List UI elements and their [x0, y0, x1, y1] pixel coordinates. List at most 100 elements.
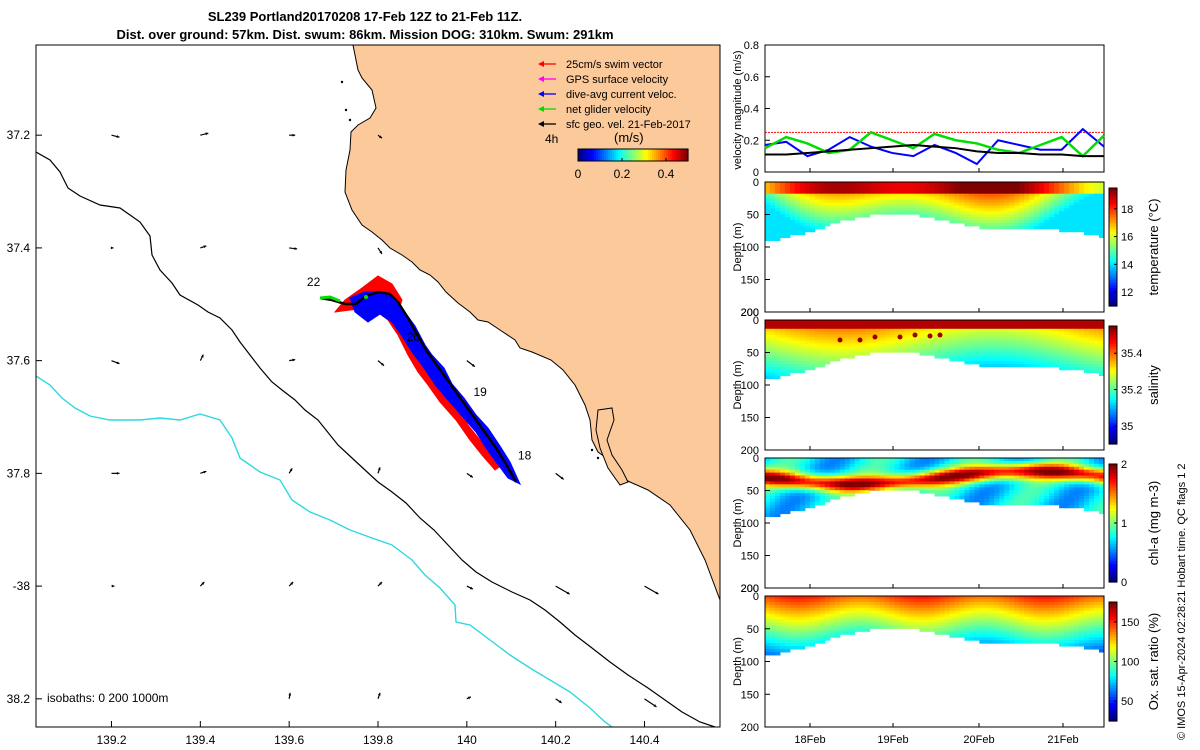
- oxygen-section-cell: [809, 616, 816, 621]
- temperature-section-cell: [929, 214, 935, 218]
- chla-section-cell: [1094, 501, 1100, 506]
- salinity-section-cell: [964, 349, 970, 353]
- temperature-section-cell: [1044, 205, 1050, 209]
- salinity-section-cell: [809, 346, 816, 350]
- chla-section-cell: [919, 458, 926, 462]
- salinity-section-cell: [804, 337, 811, 341]
- oxygen-section-cell: [894, 604, 901, 609]
- oxygen-section-cell: [979, 607, 985, 612]
- salinity-section-cell: [1034, 352, 1040, 356]
- temperature-section-cell: [1019, 222, 1025, 227]
- chla-section-cell: [824, 463, 831, 468]
- salinity-section-cell: [809, 337, 816, 341]
- salinity-section-cell: [989, 352, 995, 356]
- oxygen-section-cell: [1029, 607, 1035, 612]
- chla-section-cell: [969, 481, 975, 485]
- chla-section-cell: [769, 504, 776, 509]
- temperature-section-cell: [959, 187, 965, 192]
- temperature-section-cell: [765, 222, 771, 227]
- temperature-section-cell: [934, 217, 940, 221]
- legend-arrowhead: [538, 61, 544, 67]
- oxygen-section-cell: [1004, 607, 1010, 612]
- chla-section-cell: [1014, 469, 1020, 474]
- salinity-section-cell: [934, 340, 940, 344]
- oxygen-section-cell: [819, 619, 826, 624]
- oxygen-section-cell: [1074, 634, 1080, 638]
- map-x-tick-label: 139.6: [274, 733, 304, 747]
- temperature-section-cell: [944, 202, 950, 206]
- salinity-section-cell: [849, 334, 856, 339]
- chla-section-cell: [884, 481, 891, 485]
- oxygen-section-cell: [1069, 613, 1075, 618]
- chla-section-cell: [924, 475, 931, 479]
- oxygen-section-cell: [1044, 634, 1050, 638]
- salinity-section-cell: [894, 343, 901, 347]
- chla-section-cell: [1004, 501, 1010, 506]
- salinity-section-cell: [799, 358, 806, 362]
- salinity-section-cell: [984, 337, 990, 341]
- temperature-section-cell: [869, 187, 876, 192]
- chla-section-cell: [1089, 493, 1095, 497]
- salinity-section-cell: [854, 340, 861, 344]
- salinity-section-cell: [1079, 325, 1085, 330]
- salinity-section-cell: [989, 334, 995, 339]
- temperature-section-cell: [919, 196, 926, 201]
- chla-section-cell: [824, 487, 831, 491]
- chla-section-cell: [919, 478, 926, 482]
- geo-velocity-arrowhead: [469, 586, 473, 590]
- chla-section-cell: [765, 504, 771, 509]
- oxygen-section-cell: [1039, 628, 1045, 632]
- salinity-section-cell: [939, 320, 945, 324]
- chla-section-colorbar-swatch: [1109, 478, 1117, 483]
- temperature-section-cell: [779, 208, 786, 212]
- salinity-section-cell: [984, 325, 990, 330]
- oxygen-section-cell: [779, 643, 786, 647]
- chla-section-cell: [1094, 487, 1100, 491]
- temperature-section-cell: [1099, 214, 1105, 218]
- salinity-section-cell: [1054, 328, 1060, 333]
- salinity-section-cell: [1074, 337, 1080, 341]
- oxygen-section-cell: [1084, 616, 1090, 621]
- salinity-section-cell: [1054, 322, 1060, 327]
- temperature-section-cell: [774, 231, 781, 236]
- temperature-section-cell: [819, 199, 826, 203]
- oxygen-section-cell: [765, 604, 771, 609]
- temperature-section-cell: [1004, 217, 1010, 221]
- temperature-section-colorbar-swatch: [1109, 220, 1117, 224]
- salinity-section-cell: [1009, 363, 1015, 368]
- temperature-section-cell: [1039, 217, 1045, 221]
- temperature-section-cell: [979, 182, 985, 186]
- salinity-section-cell: [1019, 358, 1025, 362]
- temperature-section-cell: [779, 231, 786, 236]
- oxygen-section-cell: [884, 598, 891, 603]
- salinity-section-cell: [1079, 343, 1085, 347]
- chla-section-cell: [769, 510, 776, 515]
- chla-section-cell: [799, 475, 806, 479]
- oxygen-section-cell: [909, 619, 916, 624]
- oxygen-section-cell: [844, 601, 851, 606]
- temperature-section-cell: [1094, 205, 1100, 209]
- oxygen-section-cell: [1044, 604, 1050, 609]
- temperature-section-cell: [1034, 222, 1040, 227]
- oxygen-section-cell: [894, 619, 901, 624]
- salinity-section-colorbar-swatch: [1109, 385, 1117, 389]
- oxygen-section-cell: [969, 604, 975, 609]
- chla-section-cell: [1059, 466, 1065, 471]
- oxygen-section-cell: [829, 634, 836, 638]
- oxygen-section-cell: [1014, 631, 1020, 635]
- oxygen-section-cell: [904, 619, 911, 624]
- salinity-section-cell: [794, 346, 801, 350]
- oxygen-section-cell: [894, 601, 901, 606]
- chla-section-cell: [774, 513, 781, 517]
- salinity-section-cell: [1089, 366, 1095, 371]
- salinity-section-cell: [869, 337, 876, 341]
- chla-section-cell: [1074, 490, 1080, 494]
- temperature-section-cell: [849, 202, 856, 206]
- salinity-section-cell: [984, 349, 990, 353]
- salinity-section-cell: [979, 328, 985, 333]
- salinity-section-cell: [1094, 366, 1100, 371]
- temperature-section-cell: [1009, 199, 1015, 203]
- salinity-section-cell: [859, 340, 866, 344]
- oxygen-section-cell: [1089, 646, 1095, 650]
- chla-section-cell: [949, 460, 955, 465]
